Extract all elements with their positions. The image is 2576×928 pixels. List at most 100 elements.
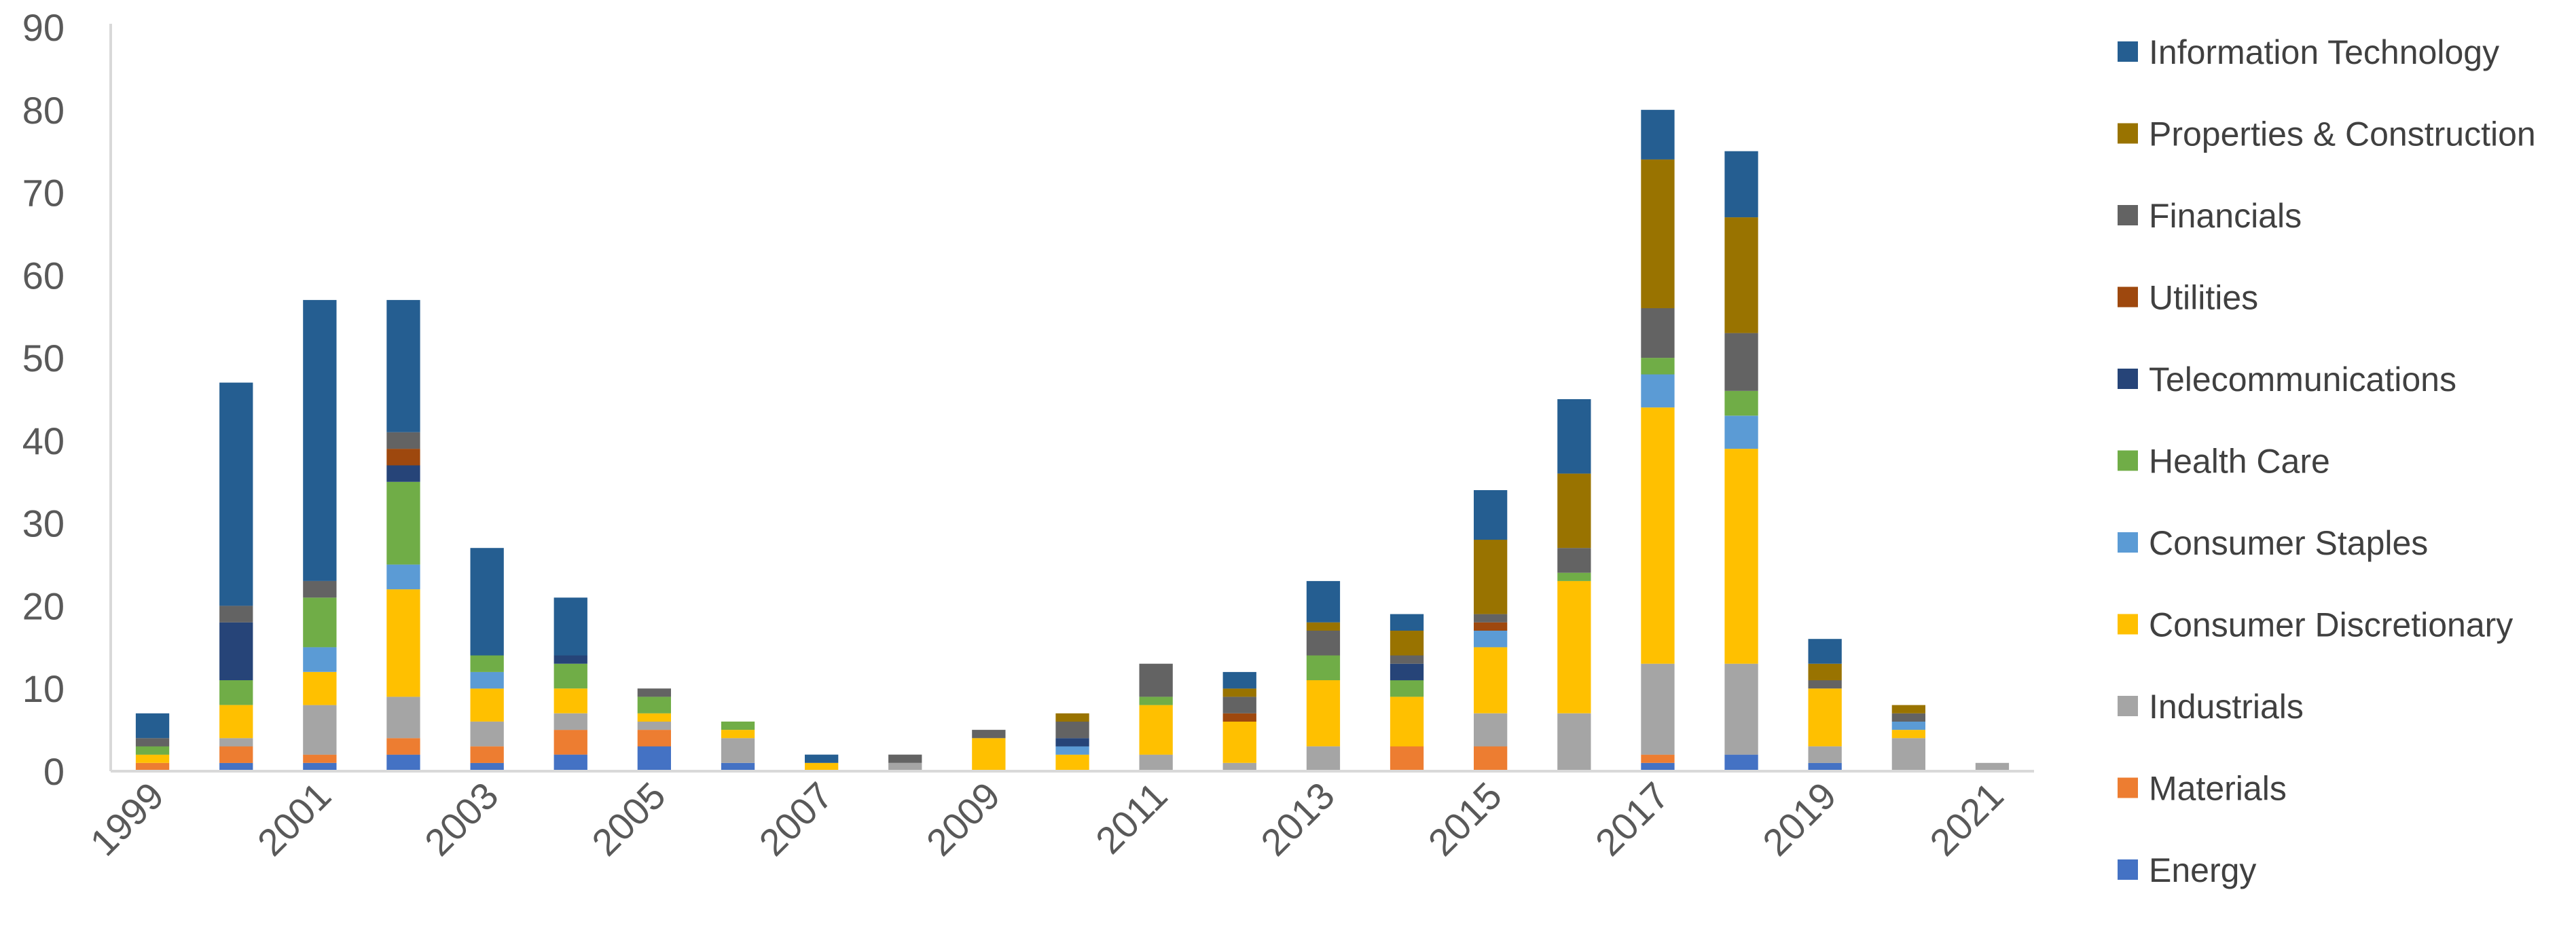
bar-segment-2020-consumer-staples: [1891, 721, 1925, 730]
bar-segment-2014-consumer-discretionary: [1390, 697, 1424, 747]
bar-segment-2013-consumer-discretionary: [1306, 680, 1341, 747]
bar-segment-2008-financials: [888, 754, 922, 763]
bar-segment-2006-health-care: [721, 721, 755, 730]
bar-segment-2002-telecommunications: [386, 465, 420, 482]
bar-segment-2017-properties-construction: [1641, 159, 1675, 308]
bar-segment-2001-consumer-discretionary: [303, 671, 337, 705]
bar-segment-2004-consumer-discretionary: [554, 688, 587, 713]
legend-swatch-information-technology: [2118, 41, 2138, 62]
bar-segment-2006-industrials: [721, 738, 755, 763]
bar-segment-2021-industrials: [1975, 762, 2010, 771]
bar-segment-2017-financials: [1641, 308, 1675, 358]
bar-segment-2016-financials: [1557, 548, 1591, 573]
bar-segment-2004-industrials: [554, 713, 587, 730]
bar-segment-2020-consumer-discretionary: [1891, 730, 1925, 739]
bar-segment-2005-energy: [637, 746, 671, 771]
y-tick-label-80: 80: [22, 89, 65, 132]
legend-label-materials: Materials: [2149, 770, 2287, 808]
bar-segment-2000-health-care: [219, 680, 253, 705]
legend-label-information-technology: Information Technology: [2149, 33, 2499, 71]
bar-segment-2018-energy: [1724, 754, 1758, 771]
bar-segment-2016-industrials: [1557, 713, 1591, 771]
y-tick-label-20: 20: [22, 584, 65, 627]
bar-segment-2017-health-care: [1641, 358, 1675, 375]
bar-segment-2010-financials: [1055, 721, 1089, 739]
bar-segment-2002-consumer-discretionary: [386, 589, 420, 697]
bar-segment-2002-materials: [386, 738, 420, 755]
bar-segment-2004-health-care: [554, 663, 587, 689]
bar-segment-2000-financials: [219, 606, 253, 623]
x-tick-label-2013: 2013: [1252, 774, 1343, 864]
bar-segment-2017-energy: [1641, 762, 1675, 771]
bar-segment-2005-consumer-discretionary: [637, 713, 671, 722]
bar-segment-2002-consumer-staples: [386, 564, 420, 590]
bar-segment-2012-utilities: [1222, 713, 1256, 722]
bar-segment-2000-industrials: [219, 738, 253, 747]
y-tick-label-70: 70: [22, 172, 65, 215]
y-tick-label-60: 60: [22, 254, 65, 297]
bar-segment-2001-consumer-staples: [303, 647, 337, 672]
bar-segment-2010-telecommunications: [1055, 738, 1089, 747]
bar-segment-2012-information-technology: [1222, 671, 1256, 689]
bar-segment-2015-properties-construction: [1474, 540, 1508, 614]
bar-segment-2001-energy: [303, 762, 337, 771]
bar-segment-2007-information-technology: [805, 754, 839, 763]
x-tick-label-2005: 2005: [583, 774, 674, 864]
bar-segment-2019-properties-construction: [1808, 663, 1842, 681]
bar-segment-2013-industrials: [1306, 746, 1341, 771]
x-tick-labels: 1999 2001 2003 2005 2007 2009 2011 2013 2015 2017…: [81, 774, 2011, 864]
bar-segment-1999-health-care: [135, 746, 170, 755]
bar-segment-2012-consumer-discretionary: [1222, 721, 1256, 763]
bar-segment-2016-consumer-discretionary: [1557, 580, 1591, 713]
legend-label-properties-construction: Properties & Construction: [2149, 115, 2536, 153]
bar-segment-2017-materials: [1641, 754, 1675, 763]
y-tick-label-0: 0: [43, 750, 65, 793]
bar-segment-2000-energy: [219, 762, 253, 771]
bar-segment-2013-financials: [1306, 631, 1341, 656]
bar-segment-2009-financials: [972, 730, 1006, 739]
y-tick-label-90: 90: [22, 6, 65, 49]
bar-segment-2000-consumer-discretionary: [219, 705, 253, 739]
bar-segment-1999-consumer-discretionary: [135, 754, 170, 763]
legend-swatch-utilities: [2118, 286, 2138, 308]
bar-segment-2011-consumer-discretionary: [1139, 705, 1173, 755]
bar-segment-2000-information-technology: [219, 382, 253, 606]
bar-segment-2019-information-technology: [1808, 639, 1842, 664]
legend-swatch-consumer-staples: [2118, 532, 2138, 553]
bar-segment-2005-materials: [637, 730, 671, 747]
bar-segment-2005-industrials: [637, 721, 671, 730]
bar-segment-2011-health-care: [1139, 697, 1173, 705]
y-tick-label-30: 30: [22, 502, 65, 545]
bar-segment-2001-information-technology: [303, 299, 337, 581]
bar-segment-2015-financials: [1474, 614, 1508, 623]
bar-segment-2020-properties-construction: [1891, 705, 1925, 713]
bar-segment-2018-financials: [1724, 333, 1758, 391]
bar-segment-2012-industrials: [1222, 762, 1256, 771]
legend-swatch-energy: [2118, 859, 2138, 880]
bar-segment-1999-materials: [135, 762, 170, 771]
bar-segment-2018-consumer-staples: [1724, 415, 1758, 449]
bar-segment-2015-information-technology: [1474, 490, 1508, 540]
x-tick-label-2009: 2009: [918, 774, 1009, 864]
legend: Information Technology Properties & Const…: [2118, 33, 2536, 889]
bar-segment-2019-financials: [1808, 680, 1842, 689]
bar-segment-2014-financials: [1390, 655, 1424, 664]
bar-segment-2011-financials: [1139, 663, 1173, 697]
legend-label-consumer-staples: Consumer Staples: [2149, 524, 2428, 562]
bar-segment-2003-industrials: [470, 721, 504, 747]
legend-swatch-consumer-discretionary: [2118, 614, 2138, 635]
bar-segment-2002-health-care: [386, 481, 420, 565]
bar-segment-2015-utilities: [1474, 622, 1508, 631]
bar-segment-2005-financials: [637, 688, 671, 697]
bar-segment-2016-information-technology: [1557, 399, 1591, 474]
bar-segment-2002-financials: [386, 432, 420, 449]
bar-segment-2004-materials: [554, 730, 587, 755]
bar-segment-2007-consumer-discretionary: [805, 762, 839, 771]
bar-segment-2004-information-technology: [554, 597, 587, 656]
bar-segment-2000-telecommunications: [219, 622, 253, 680]
bar-segment-1999-information-technology: [135, 713, 170, 739]
bar-segment-2003-materials: [470, 746, 504, 763]
legend-swatch-materials: [2118, 777, 2138, 798]
bar-segment-2019-energy: [1808, 762, 1842, 771]
